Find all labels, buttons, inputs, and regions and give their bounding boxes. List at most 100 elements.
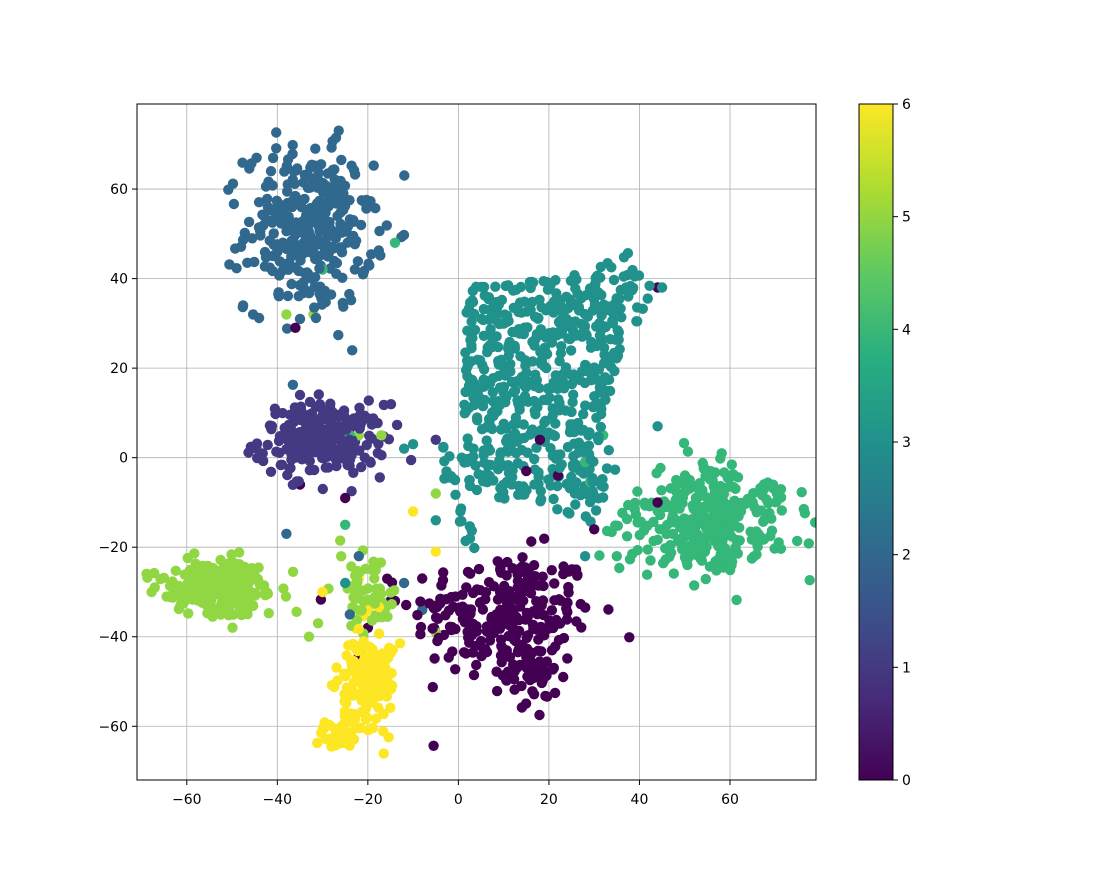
point-class-1 bbox=[332, 450, 344, 461]
point-class-0 bbox=[589, 524, 600, 535]
point-class-4 bbox=[623, 499, 634, 511]
point-class-2 bbox=[329, 164, 340, 175]
point-class-4 bbox=[627, 548, 638, 560]
point-class-5 bbox=[208, 568, 219, 579]
point-class-2 bbox=[381, 220, 392, 231]
point-class-3 bbox=[500, 370, 511, 381]
point-class-2 bbox=[246, 158, 257, 169]
point-class-3 bbox=[534, 382, 545, 394]
point-class-0 bbox=[501, 570, 512, 581]
point-class-2 bbox=[258, 220, 269, 231]
point-class-3 bbox=[552, 480, 563, 492]
point-class-4 bbox=[707, 530, 718, 541]
point-class-3 bbox=[600, 394, 611, 405]
point-class-2 bbox=[299, 169, 310, 181]
point-class-2 bbox=[342, 221, 354, 232]
point-class-4 bbox=[662, 499, 673, 511]
point-class-1 bbox=[405, 454, 417, 466]
point-class-0 bbox=[477, 604, 489, 615]
point-class-4 bbox=[748, 488, 759, 499]
point-class-4 bbox=[717, 550, 729, 562]
point-class-0 bbox=[538, 580, 549, 592]
point-class-2 bbox=[304, 182, 315, 193]
point-class-5 bbox=[227, 622, 238, 633]
point-class-2 bbox=[298, 277, 309, 288]
point-class-0 bbox=[415, 629, 426, 640]
point-class-5 bbox=[182, 552, 193, 564]
point-class-2 bbox=[271, 143, 282, 154]
point-class-3 bbox=[441, 466, 452, 477]
point-class-3 bbox=[464, 480, 476, 492]
point-class-2 bbox=[315, 281, 326, 292]
point-class-6 bbox=[350, 643, 361, 654]
point-class-3 bbox=[483, 413, 495, 425]
point-class-4 bbox=[340, 519, 351, 530]
point-class-1 bbox=[354, 445, 365, 456]
point-class-1 bbox=[276, 459, 288, 470]
point-class-3 bbox=[469, 324, 481, 336]
point-class-5 bbox=[170, 565, 181, 576]
point-class-3 bbox=[578, 409, 589, 420]
point-class-6 bbox=[339, 696, 350, 707]
point-class-2 bbox=[316, 299, 328, 310]
point-class-0 bbox=[415, 596, 426, 607]
point-class-3 bbox=[622, 248, 634, 259]
y-axis-ticks: −60 −40 −20 0 20 40 60 bbox=[98, 182, 137, 735]
point-class-0 bbox=[521, 465, 532, 477]
point-class-1 bbox=[317, 483, 328, 495]
point-class-0 bbox=[480, 594, 491, 605]
point-class-5 bbox=[278, 583, 289, 594]
point-class-3 bbox=[585, 454, 596, 465]
point-class-3 bbox=[407, 439, 419, 450]
point-class-0 bbox=[427, 681, 438, 693]
point-class-1 bbox=[363, 395, 374, 406]
x-tick-label-2: −20 bbox=[353, 792, 383, 808]
point-class-1 bbox=[346, 486, 357, 497]
point-class-3 bbox=[564, 483, 576, 494]
point-class-3 bbox=[559, 381, 570, 392]
point-class-0 bbox=[412, 609, 423, 621]
point-class-4 bbox=[652, 505, 663, 517]
point-class-3 bbox=[340, 577, 351, 589]
point-class-3 bbox=[533, 467, 544, 478]
point-class-4 bbox=[766, 525, 778, 536]
point-class-3 bbox=[554, 397, 565, 408]
point-class-0 bbox=[509, 684, 520, 695]
point-class-4 bbox=[730, 542, 741, 553]
point-class-2 bbox=[335, 175, 346, 187]
point-class-1 bbox=[378, 399, 390, 411]
point-class-6 bbox=[343, 738, 354, 750]
point-class-1 bbox=[341, 424, 352, 435]
point-class-0 bbox=[558, 671, 569, 683]
point-class-3 bbox=[565, 275, 577, 286]
x-axis-ticks: −60 −40 −20 0 20 40 60 bbox=[172, 780, 739, 808]
point-class-5 bbox=[385, 587, 396, 598]
point-class-3 bbox=[518, 395, 529, 407]
point-class-0 bbox=[504, 651, 516, 663]
point-class-1 bbox=[304, 396, 316, 408]
point-class-3 bbox=[570, 316, 581, 327]
point-class-0 bbox=[534, 709, 545, 721]
point-class-4 bbox=[761, 494, 772, 505]
data-points bbox=[141, 125, 816, 759]
point-class-2 bbox=[235, 241, 247, 252]
x-tick-label-0: −60 bbox=[172, 792, 202, 808]
point-class-2 bbox=[345, 235, 356, 247]
point-class-2 bbox=[314, 202, 326, 213]
point-class-2 bbox=[281, 323, 293, 334]
point-class-3 bbox=[462, 433, 473, 444]
point-class-3 bbox=[478, 314, 489, 326]
point-class-3 bbox=[505, 358, 516, 370]
point-class-5 bbox=[263, 608, 274, 619]
point-class-3 bbox=[598, 342, 610, 353]
point-class-3 bbox=[584, 283, 596, 294]
point-class-3 bbox=[513, 489, 524, 500]
point-class-3 bbox=[477, 476, 489, 487]
point-class-3 bbox=[527, 296, 538, 308]
point-class-3 bbox=[529, 405, 540, 416]
point-class-2 bbox=[271, 127, 282, 138]
point-class-3 bbox=[529, 311, 541, 322]
point-class-3 bbox=[563, 333, 574, 344]
point-class-4 bbox=[796, 487, 807, 498]
